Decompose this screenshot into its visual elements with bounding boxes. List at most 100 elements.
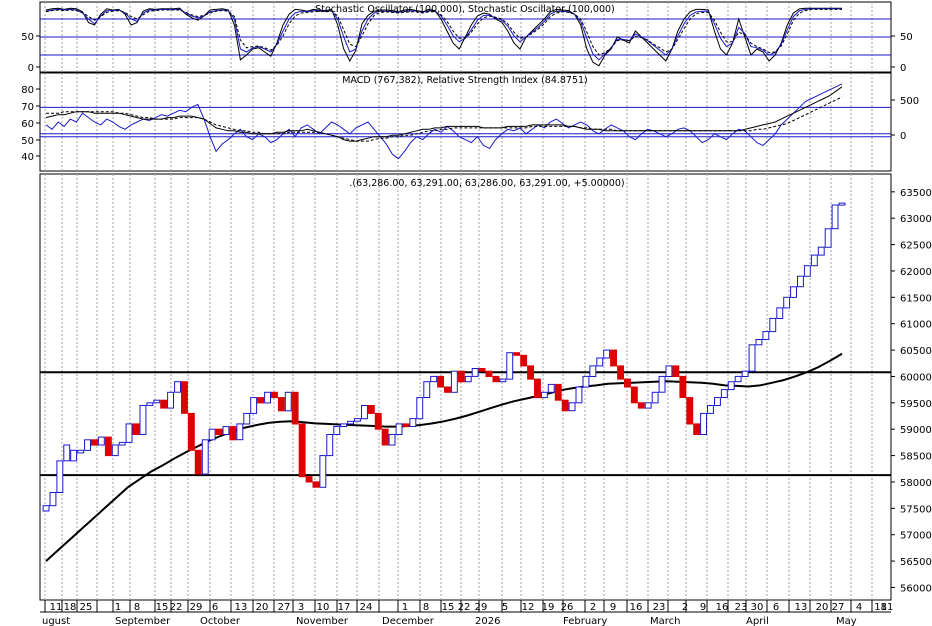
candle-down bbox=[277, 397, 285, 412]
series-line bbox=[45, 8, 842, 61]
y-tick-label: 0 bbox=[900, 63, 906, 74]
x-tick-label: 3 bbox=[298, 602, 304, 613]
macd-rsi-y-axis-left: 80 70 60 50 40 bbox=[21, 85, 40, 163]
candle-down bbox=[679, 375, 687, 398]
x-tick-label: 23 bbox=[653, 602, 666, 613]
candle-up bbox=[201, 439, 209, 475]
x-month-label: September bbox=[115, 616, 171, 626]
price-reference-lines bbox=[40, 371, 891, 477]
y-tick-label: 0 bbox=[900, 131, 906, 142]
candle-up bbox=[146, 402, 154, 406]
candle-up bbox=[326, 434, 334, 457]
x-month-label: December bbox=[382, 616, 435, 626]
x-month-label: April bbox=[746, 616, 769, 626]
candle-down bbox=[485, 370, 493, 378]
candle-down bbox=[686, 397, 694, 425]
candle-up bbox=[63, 444, 71, 462]
macd-rsi-frame bbox=[39, 72, 892, 172]
candle-down bbox=[444, 386, 451, 393]
candle-up bbox=[111, 444, 119, 457]
candle-up bbox=[838, 202, 846, 206]
moving-average-line bbox=[45, 352, 843, 562]
price-panel: .(63,286.00, 63,291.00, 63,286.00, 63,29… bbox=[39, 173, 932, 601]
series-line bbox=[46, 96, 843, 142]
price-frame bbox=[39, 173, 892, 601]
y-tick-label: 59000 bbox=[900, 425, 932, 436]
candle-up bbox=[499, 378, 507, 383]
x-tick-label: 10 bbox=[317, 602, 330, 613]
x-tick-label: 16 bbox=[716, 602, 729, 613]
candle-up bbox=[423, 381, 431, 399]
candle-down bbox=[630, 386, 638, 404]
y-tick-label: 60000 bbox=[900, 372, 932, 383]
y-tick-label: 40 bbox=[21, 152, 34, 163]
price-title: .(63,286.00, 63,291.00, 63,286.00, 63,29… bbox=[349, 178, 624, 189]
y-tick-label: 62500 bbox=[900, 241, 932, 252]
candle-down bbox=[229, 426, 237, 441]
candle-down bbox=[215, 428, 223, 436]
y-tick-label: 50 bbox=[900, 32, 913, 43]
x-axis: 11 18 25 1 8 15 22 29 6 13 20 27 3 10 17 24 1 8 15 22 29 5 12 1… bbox=[40, 600, 893, 626]
y-tick-label: 58500 bbox=[900, 452, 932, 463]
x-tick-label: 26 bbox=[561, 602, 574, 613]
candle-down bbox=[513, 352, 521, 356]
candle-down bbox=[312, 481, 320, 488]
x-tick-label: 11 bbox=[50, 602, 63, 613]
x-axis-months: ugust September October November December 202… bbox=[42, 616, 857, 626]
y-tick-label: 58000 bbox=[900, 478, 932, 489]
y-tick-label: 63500 bbox=[900, 188, 932, 199]
x-tick-label: 8 bbox=[134, 602, 140, 613]
candle-up bbox=[56, 460, 64, 493]
x-tick-label: 18 bbox=[874, 602, 887, 613]
candle-up bbox=[125, 423, 133, 443]
x-tick-label: 2 bbox=[682, 602, 688, 613]
x-tick-label: 18 bbox=[64, 602, 77, 613]
candle-up bbox=[644, 402, 652, 409]
candle-down bbox=[457, 370, 465, 383]
candle-down bbox=[672, 365, 680, 377]
x-tick-label: 20 bbox=[816, 602, 829, 613]
candle-up bbox=[333, 426, 341, 436]
candle-up bbox=[824, 228, 832, 248]
candle-up bbox=[568, 402, 576, 412]
x-month-label: March bbox=[650, 616, 680, 626]
candle-down bbox=[381, 428, 389, 446]
candle-up bbox=[139, 405, 147, 435]
y-tick-label: 62000 bbox=[900, 267, 932, 278]
candle-up bbox=[354, 418, 361, 422]
stochastic-title: Stochastic Oscillator (100,000), Stochas… bbox=[315, 4, 615, 15]
macd-rsi-grid bbox=[44, 73, 873, 171]
candle-up bbox=[340, 423, 348, 427]
candle-down bbox=[478, 368, 486, 372]
y-tick-label: 61000 bbox=[900, 320, 932, 331]
candle-up bbox=[236, 423, 244, 441]
y-tick-label: 80 bbox=[21, 85, 34, 96]
candle-down bbox=[617, 365, 624, 380]
candle-up bbox=[720, 389, 728, 399]
stochastic-y-axis-left: 50 0 bbox=[21, 32, 40, 74]
candle-up bbox=[409, 418, 417, 428]
candle-up bbox=[783, 296, 791, 309]
candle-down bbox=[104, 436, 112, 457]
candle-down bbox=[91, 439, 98, 446]
candle-up bbox=[264, 391, 272, 404]
candle-up bbox=[222, 426, 230, 436]
candle-up bbox=[769, 317, 777, 333]
candle-down bbox=[132, 423, 140, 435]
candle-up bbox=[790, 286, 797, 298]
candle-up bbox=[797, 275, 804, 288]
candle-down bbox=[527, 365, 534, 380]
x-tick-label: 27 bbox=[832, 602, 845, 613]
y-tick-label: 56500 bbox=[900, 557, 932, 568]
candle-up bbox=[575, 386, 583, 404]
candle-down bbox=[291, 391, 299, 425]
x-month-label: 2026 bbox=[475, 616, 500, 626]
candle-down bbox=[492, 375, 500, 383]
x-tick-label: 12 bbox=[522, 602, 535, 613]
x-tick-label: 19 bbox=[542, 602, 555, 613]
candle-up bbox=[803, 265, 811, 277]
x-tick-label: 8 bbox=[423, 602, 429, 613]
candle-up bbox=[174, 381, 182, 393]
